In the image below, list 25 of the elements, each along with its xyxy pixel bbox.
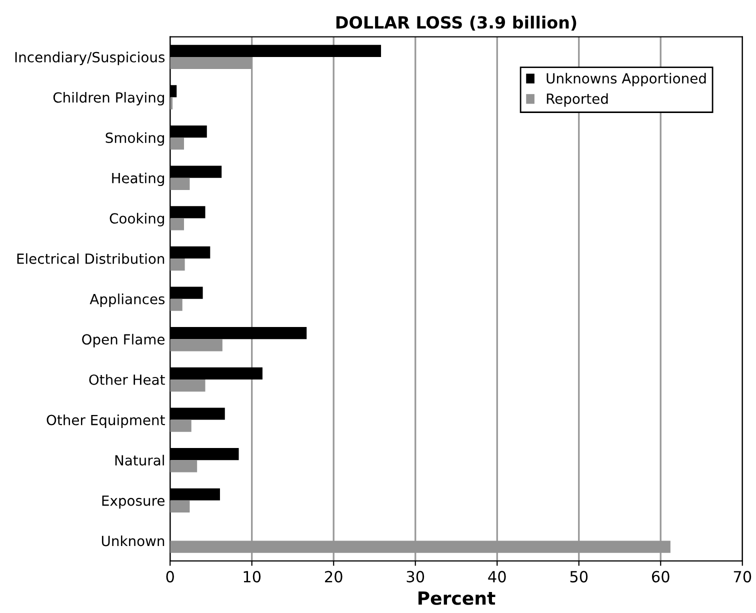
y-tick-label: Other Equipment bbox=[46, 414, 165, 428]
x-axis-title: Percent bbox=[418, 592, 496, 605]
x-tick-label: 60 bbox=[652, 570, 670, 582]
y-tick-label: Smoking bbox=[106, 132, 164, 146]
x-tick-label: 50 bbox=[570, 570, 588, 582]
y-tick-label: Appliances bbox=[90, 294, 165, 308]
y-tick-label: Children Playing bbox=[53, 92, 164, 106]
x-tick-label: 10 bbox=[244, 570, 261, 582]
y-tick-label: Electrical Distribution bbox=[17, 253, 164, 264]
x-tick-label: 20 bbox=[325, 570, 342, 582]
chart-title: DOLLAR LOSS (3.9 billion) bbox=[336, 16, 576, 31]
x-tick-label: 30 bbox=[406, 570, 424, 582]
y-tick-label: Other Heat bbox=[89, 374, 165, 385]
y-tick-label: Natural bbox=[115, 454, 164, 466]
x-tick-label: 70 bbox=[734, 570, 752, 582]
x-tick-label: 40 bbox=[488, 570, 506, 582]
y-tick-label: Unknown bbox=[102, 535, 164, 546]
legend-label: Reported bbox=[546, 93, 608, 107]
x-tick-label: 0 bbox=[166, 570, 174, 582]
y-tick-label: Incendiary/Suspicious bbox=[15, 52, 165, 66]
y-tick-label: Exposure bbox=[102, 496, 164, 509]
y-tick-label: Cooking bbox=[110, 212, 164, 226]
y-tick-label: Open Flame bbox=[82, 334, 164, 348]
y-tick-label: Heating bbox=[112, 172, 164, 186]
legend-label: Unknowns Apportioned bbox=[546, 72, 706, 86]
